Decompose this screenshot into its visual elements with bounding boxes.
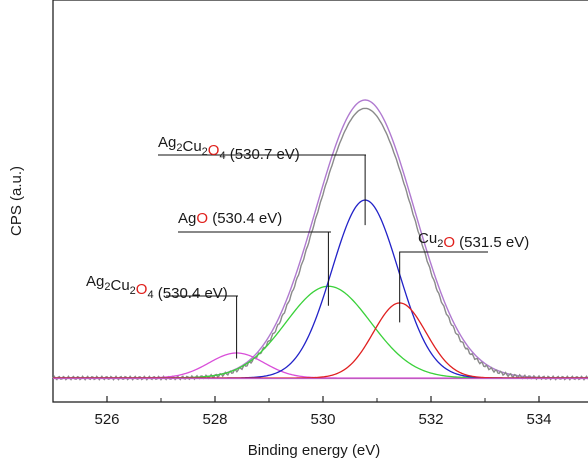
series-line-fit-3	[53, 285, 588, 379]
y-axis-label: CPS (a.u.)	[8, 166, 25, 236]
annotation-leader-0	[158, 154, 366, 226]
annotation-text-mid: Cu	[182, 138, 201, 155]
annotation-text-red: O	[208, 142, 220, 159]
annotation-text-post: (531.5 eV)	[455, 234, 529, 251]
annotation-sub3: 4	[219, 150, 225, 162]
curves-layer	[52, 99, 588, 381]
x-tick-label: 532	[418, 411, 443, 428]
annotation-leader-3	[166, 295, 238, 359]
annotation-sub2: 2	[202, 146, 208, 158]
annotation-text-pre: Ag	[178, 210, 196, 227]
annotation-text-pre: Ag	[158, 134, 176, 151]
annotation-text-red: O	[196, 210, 208, 227]
x-ticks: 526 528 530 532 534	[52, 396, 552, 428]
annotation-text-pre: Cu	[418, 230, 437, 247]
annotation-leader-1	[178, 231, 331, 306]
annotation-sub2: 2	[130, 285, 136, 297]
series-line-fit-5	[53, 302, 588, 379]
annotation-text-pre: Ag	[86, 273, 104, 290]
annotation-leader-2	[399, 251, 488, 323]
annotation-text-red: O	[443, 234, 455, 251]
annotation-label-3: Ag2Cu2O4 (530.4 eV)	[86, 273, 228, 302]
annotation-text-post: (530.7 eV)	[226, 146, 300, 163]
annotations-layer: Ag2Cu2O4 (530.7 eV)AgO (530.4 eV)Cu2O (5…	[86, 134, 529, 359]
x-axis-label: Binding energy (eV)	[248, 442, 381, 459]
x-tick-label: 530	[310, 411, 335, 428]
annotation-text-red: O	[136, 281, 148, 298]
x-tick-label: 534	[526, 411, 551, 428]
annotation-text-post: (530.4 eV)	[154, 285, 228, 302]
annotation-sub1: 2	[437, 238, 443, 250]
annotation-label-1: AgO (530.4 eV)	[178, 210, 282, 227]
annotation-text-mid: Cu	[110, 277, 129, 294]
x-tick-label: 526	[94, 411, 119, 428]
x-tick-label: 528	[202, 411, 227, 428]
annotation-sub1: 2	[176, 142, 182, 154]
annotation-sub1: 2	[104, 281, 110, 293]
annotation-label-2: Cu2O (531.5 eV)	[418, 230, 529, 251]
annotation-sub3: 4	[147, 289, 153, 301]
annotation-label-0: Ag2Cu2O4 (530.7 eV)	[158, 134, 300, 163]
annotation-text-post: (530.4 eV)	[208, 210, 282, 227]
